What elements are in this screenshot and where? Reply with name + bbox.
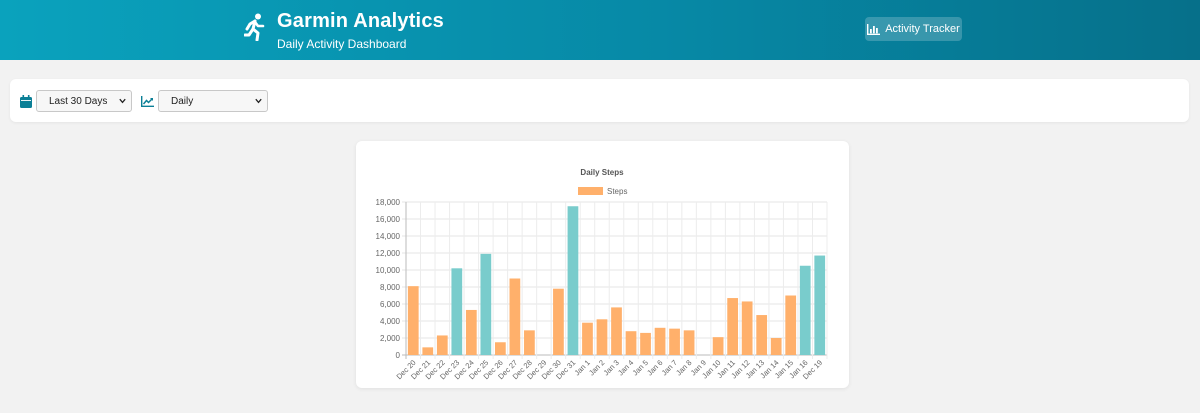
y-tick-label: 0	[396, 351, 401, 360]
bar	[770, 338, 782, 355]
app-subtitle: Daily Activity Dashboard	[277, 37, 407, 51]
bar	[654, 327, 666, 355]
bar	[640, 332, 651, 355]
y-tick-label: 6,000	[380, 300, 401, 309]
y-tick-label: 10,000	[376, 266, 401, 275]
y-tick-label: 14,000	[376, 232, 401, 241]
bar	[596, 319, 608, 355]
y-tick-label: 2,000	[380, 334, 401, 343]
y-tick-label: 4,000	[380, 317, 401, 326]
filter-bar: Last 30 Days Daily	[10, 79, 1189, 122]
bar	[553, 288, 564, 355]
bar	[669, 328, 680, 355]
running-person-icon	[244, 13, 265, 41]
bar	[727, 298, 739, 355]
chevron-down-icon	[255, 98, 262, 104]
legend-swatch	[578, 187, 603, 195]
chevron-down-icon	[119, 98, 126, 104]
y-tick-label: 18,000	[376, 198, 401, 207]
bar	[785, 295, 797, 355]
bar	[494, 342, 506, 355]
y-tick-label: 12,000	[376, 249, 401, 258]
bar	[436, 335, 448, 355]
chart-title: Daily Steps	[580, 168, 624, 177]
daily-steps-chart-card: Daily Steps Steps 0 2,000 4,000 6,000 8,000 1…	[356, 141, 849, 388]
legend-label: Steps	[607, 187, 627, 196]
y-axis: 0 2,000 4,000 6,000 8,000 10,000 12,000 14,000 1…	[376, 198, 401, 360]
bar	[509, 278, 521, 355]
bar	[465, 309, 477, 355]
bar	[451, 268, 463, 355]
y-tick-label: 8,000	[380, 283, 401, 292]
chart-bars	[407, 206, 826, 355]
bar	[712, 337, 724, 355]
bar	[480, 253, 492, 355]
app-header: Garmin Analytics Daily Activity Dashboar…	[0, 0, 1200, 60]
bar-chart-icon	[867, 23, 881, 35]
app-title: Garmin Analytics	[277, 10, 444, 32]
date-range-value: Last 30 Days	[49, 95, 108, 107]
date-range-select[interactable]: Last 30 Days	[36, 90, 132, 112]
bar	[567, 206, 579, 355]
y-tick-label: 16,000	[376, 215, 401, 224]
period-value: Daily	[171, 95, 194, 107]
bar	[582, 322, 593, 355]
bar	[756, 315, 768, 355]
bar	[683, 330, 695, 355]
bar	[524, 330, 535, 355]
bar	[799, 265, 811, 355]
chart-grid	[402, 201, 828, 359]
bar	[814, 255, 826, 355]
bar	[407, 286, 419, 355]
activity-tracker-label: Activity Tracker	[885, 23, 960, 35]
bar	[611, 307, 622, 355]
bar	[422, 347, 434, 355]
bar	[741, 301, 753, 355]
daily-steps-chart: Daily Steps Steps 0 2,000 4,000 6,000 8,000 1…	[376, 168, 828, 381]
bar	[625, 331, 637, 355]
calendar-icon	[20, 95, 32, 108]
period-select[interactable]: Daily	[158, 90, 268, 112]
activity-tracker-button[interactable]: Activity Tracker	[865, 17, 962, 41]
trend-line-icon	[141, 96, 154, 107]
